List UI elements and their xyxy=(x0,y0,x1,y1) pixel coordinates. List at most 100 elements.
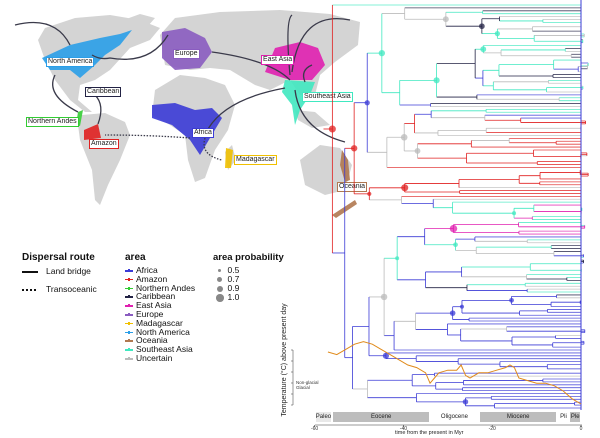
transoceanic-route xyxy=(104,134,191,139)
node-probability-dot xyxy=(462,399,469,405)
area-legend-title: area xyxy=(125,252,146,263)
area-label: East Asia xyxy=(136,300,172,311)
x-tick-label: -40 xyxy=(399,426,408,432)
map-label-caribbean: Caribbean xyxy=(84,87,122,97)
epoch-oligocene: Oligocene xyxy=(431,412,478,422)
area-legend-item: Europe xyxy=(125,310,163,319)
probability-legend-item: 0.9 xyxy=(216,283,240,293)
node-probability-dot xyxy=(350,145,358,152)
probability-dot-icon xyxy=(216,294,224,302)
region-east-asia xyxy=(265,42,325,80)
node-probability-dot xyxy=(459,304,465,309)
land-bridge-route xyxy=(91,34,169,60)
area-legend-item: Madagascar xyxy=(125,317,183,328)
area-legend-item: Oceania xyxy=(125,336,168,345)
legend-land-bridge: Land bridge xyxy=(22,267,91,276)
map-label-madagascar: Madagascar xyxy=(234,155,277,165)
land-bridge-route xyxy=(291,18,351,73)
region-northern-andes xyxy=(76,110,83,126)
map-label-africa: Africa xyxy=(192,128,214,138)
node-probability-dot xyxy=(395,256,400,261)
area-label: Madagascar xyxy=(136,317,183,328)
region-north-america xyxy=(42,30,132,78)
area-label: Northern Andes xyxy=(136,282,196,293)
land-bridge-route xyxy=(287,14,293,76)
area-legend-item: Uncertain xyxy=(125,354,172,363)
x-tick-label: 0 xyxy=(579,426,583,432)
probability-label: 0.9 xyxy=(227,283,240,293)
area-swatch-icon xyxy=(125,286,133,290)
region-madagascar xyxy=(225,148,233,168)
node-probability-dot xyxy=(494,30,501,37)
area-label: North America xyxy=(136,326,190,337)
probability-legend-item: 0.7 xyxy=(217,275,239,284)
node-probability-dot xyxy=(479,23,485,30)
land-bridge-route xyxy=(94,94,102,125)
y-axis-label: Temperature (°C) above present day xyxy=(281,290,289,430)
temperature-curve xyxy=(327,341,582,405)
node-probability-dot xyxy=(453,242,458,248)
glacial-label: Glacial xyxy=(296,385,310,390)
land-bridge-route xyxy=(294,89,346,143)
land-bridge-route xyxy=(211,51,291,81)
probability-legend-item: 1.0 xyxy=(216,293,239,302)
world-map xyxy=(14,10,360,218)
map-label-southeast-asia: Southeast Asia xyxy=(302,92,353,102)
area-label: Europe xyxy=(136,309,164,319)
map-label-oceania: Oceania xyxy=(336,182,368,192)
area-swatch-icon xyxy=(125,357,133,360)
node-probability-dot xyxy=(328,125,336,133)
node-probability-dot xyxy=(480,46,487,53)
land-bridge-route xyxy=(14,21,71,46)
node-probability-dot xyxy=(509,297,514,303)
area-label: Caribbean xyxy=(136,291,176,302)
land-bridge-route xyxy=(302,64,313,83)
node-probability-dot xyxy=(378,49,386,57)
probability-dot-icon xyxy=(217,277,223,283)
map-label-europe: Europe xyxy=(173,49,200,59)
area-label: Oceania xyxy=(136,335,168,346)
non-glacial-label: Non-glacial xyxy=(296,380,319,385)
area-swatch-icon xyxy=(125,339,133,343)
region-amazon xyxy=(84,124,101,140)
probability-label: 1.0 xyxy=(227,292,240,302)
area-swatch-icon xyxy=(125,269,133,272)
node-probability-dot xyxy=(414,148,421,154)
land-bridge-route xyxy=(204,87,286,136)
epoch-miocene: Miocene xyxy=(479,412,557,422)
probability-label: 0.5 xyxy=(227,265,240,275)
node-probability-dot xyxy=(367,191,372,196)
area-legend-item: Southeast Asia xyxy=(125,345,193,354)
area-label: Africa xyxy=(136,265,158,275)
probability-legend-item: 0.5 xyxy=(218,266,239,275)
area-swatch-icon xyxy=(125,277,133,281)
landmass xyxy=(38,15,160,112)
landmass xyxy=(300,145,352,195)
dispersal-legend-title: Dispersal route xyxy=(22,252,95,263)
area-label: Uncertain xyxy=(136,353,173,363)
area-legend-item: North America xyxy=(125,326,190,337)
node-probability-dot xyxy=(401,184,409,192)
area-swatch-icon xyxy=(125,313,133,316)
area-legend-item: Caribbean xyxy=(125,292,175,301)
land-bridge-route xyxy=(52,74,79,113)
node-probability-dot xyxy=(433,77,440,84)
area-swatch-icon xyxy=(125,330,133,334)
node-probability-dot xyxy=(449,224,458,233)
node-probability-dot xyxy=(442,16,449,23)
map-label-amazon: Amazon xyxy=(89,139,119,149)
x-tick-label: -20 xyxy=(488,426,496,432)
x-axis-label: time from the present in Myr xyxy=(395,430,464,436)
node-probability-dot xyxy=(364,100,370,106)
probability-legend-title: area probability xyxy=(213,252,284,263)
map-label-east-asia: East Asia xyxy=(260,55,295,65)
map-label-northern-andes: Northern Andes xyxy=(26,117,79,127)
climate-labels: Non-glacial Glacial xyxy=(296,380,319,390)
node-probability-dot xyxy=(380,293,388,301)
dotted-line-icon xyxy=(22,288,36,291)
area-label: Amazon xyxy=(136,273,168,284)
x-tick-label: -60 xyxy=(310,426,319,432)
area-legend-item: Northern Andes xyxy=(125,282,196,293)
probability-dot-icon xyxy=(218,269,222,273)
